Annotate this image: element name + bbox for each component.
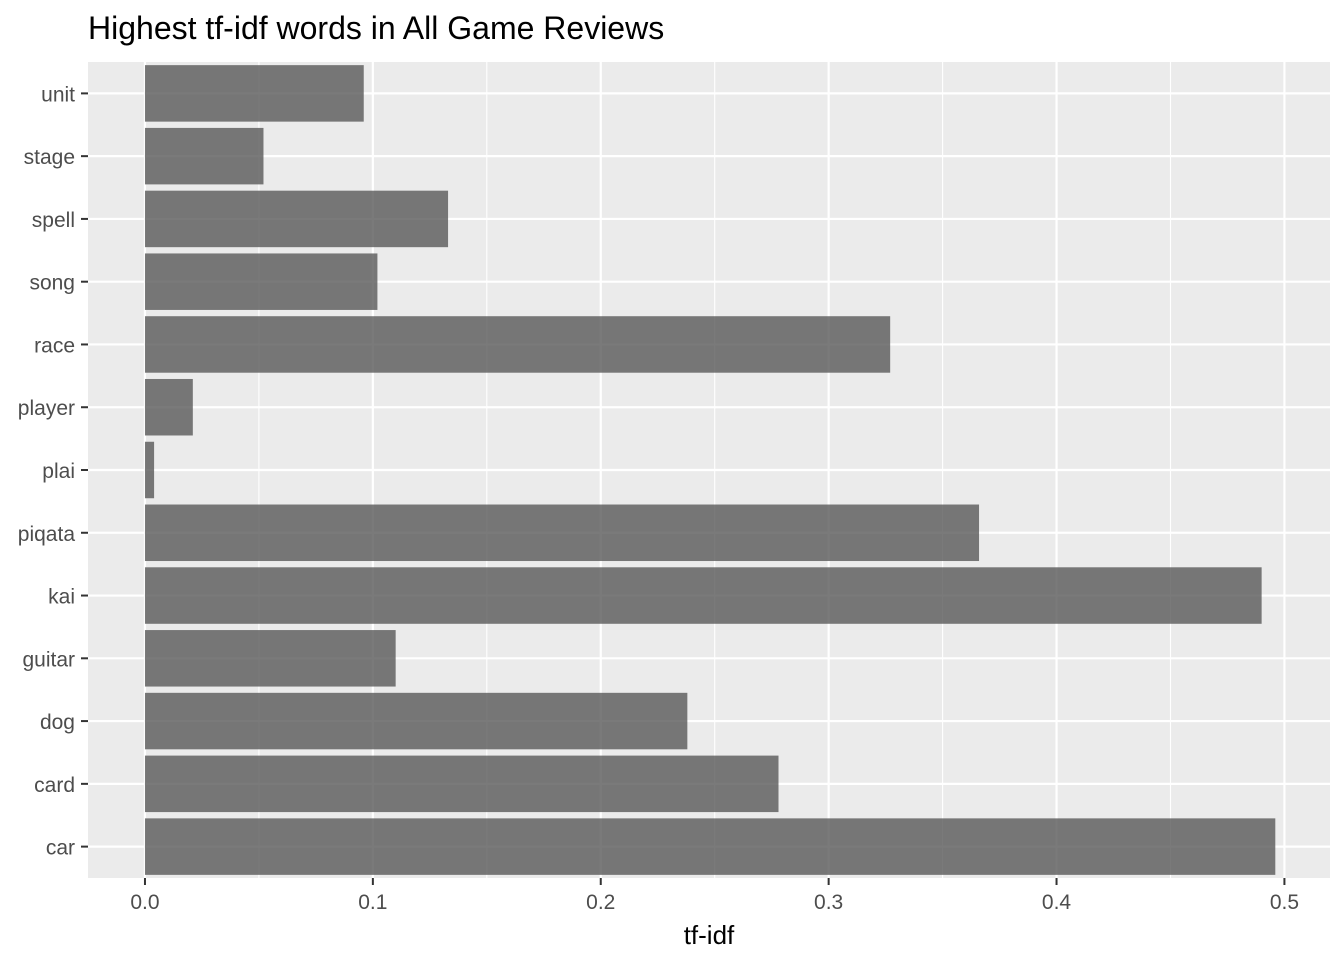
bar-player (144, 378, 193, 436)
y-tick-label: player (18, 397, 75, 420)
y-tick-label: piqata (18, 523, 76, 546)
y-tick-label: guitar (22, 648, 75, 671)
y-tick-label: dog (40, 711, 75, 734)
y-tick-label: unit (41, 83, 75, 106)
y-tick-label: kai (48, 586, 75, 609)
x-tick-label: 0.1 (358, 891, 387, 914)
x-axis-title: tf-idf (684, 920, 735, 950)
bars (144, 65, 1276, 875)
y-tick-label: song (29, 272, 75, 295)
bar-dog (144, 692, 688, 750)
bar-car (144, 818, 1276, 875)
x-tick-label: 0.4 (1042, 891, 1072, 914)
y-tick-label: card (34, 774, 75, 797)
bar-song (144, 253, 378, 310)
bar-card (144, 755, 779, 813)
y-tick-label: stage (24, 146, 75, 169)
bar-spell (144, 190, 449, 248)
bar-guitar (144, 630, 396, 687)
chart-title: Highest tf-idf words in All Game Reviews (88, 10, 665, 46)
bar-piqata (144, 504, 980, 562)
bar-kai (144, 567, 1262, 624)
x-tick-label: 0.2 (586, 891, 615, 914)
x-tick-label: 0.0 (130, 891, 159, 914)
bar-race (144, 316, 891, 373)
y-tick-label: race (34, 334, 75, 357)
x-tick-label: 0.3 (814, 891, 843, 914)
bar-plai (144, 441, 155, 499)
y-tick-label: plai (42, 460, 75, 483)
bar-stage (144, 127, 264, 185)
x-tick-label: 0.5 (1270, 891, 1299, 914)
bar-unit (144, 65, 364, 122)
y-tick-label: car (46, 837, 75, 860)
y-tick-label: spell (32, 209, 75, 232)
axes: unit stage spell song race player plai piqata ka… (18, 83, 1299, 914)
